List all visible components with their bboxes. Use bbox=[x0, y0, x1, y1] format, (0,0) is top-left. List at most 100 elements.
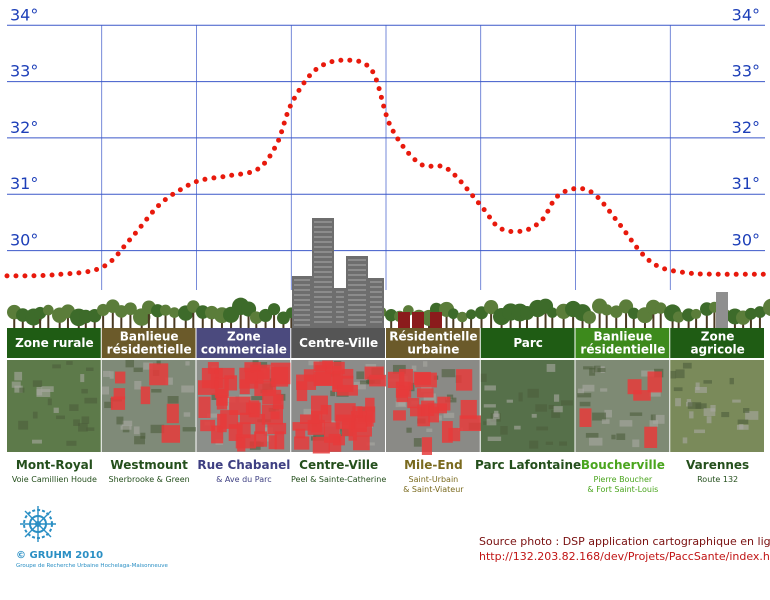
tree-icon bbox=[745, 307, 757, 320]
zone-band-5: Parc bbox=[480, 328, 575, 358]
y-tick-label-right: 33° bbox=[732, 62, 760, 81]
tree-icon bbox=[457, 311, 468, 323]
tree-trunk bbox=[445, 312, 448, 328]
tree-trunk bbox=[562, 314, 565, 328]
source-url: http://132.203.82.168/dev/Projets/PaccSa… bbox=[479, 550, 770, 563]
zone-label: Zone bbox=[227, 330, 261, 344]
location-4: Mile-End Saint-Urbain& Saint-Viateur bbox=[403, 458, 464, 494]
aerial-photo-7 bbox=[670, 360, 764, 452]
zone-label: résidentielle bbox=[580, 343, 665, 357]
tree-trunk bbox=[598, 309, 601, 328]
tree-icon bbox=[160, 304, 172, 316]
tree-trunk bbox=[470, 317, 473, 328]
location-name: Rue Chabanel bbox=[197, 458, 290, 472]
tree-icon bbox=[754, 306, 766, 319]
aerial-photo-6 bbox=[575, 360, 670, 452]
skyline-illustration bbox=[7, 218, 770, 328]
tree-trunk bbox=[671, 315, 674, 328]
aerial-photo-1 bbox=[101, 360, 196, 452]
credit-subtitle: Groupe de Recherche Urbaine Hochelaga-Ma… bbox=[16, 563, 169, 569]
aerial-photos bbox=[7, 360, 764, 455]
location-subtitle: Voie Camillien Houde bbox=[12, 475, 97, 484]
tree-trunk bbox=[518, 315, 521, 328]
zone-label: Centre-Ville bbox=[299, 336, 378, 350]
location-1: Westmount Sherbrooke & Green bbox=[109, 458, 190, 484]
temperature-series-line bbox=[4, 57, 768, 279]
tree-trunk bbox=[615, 314, 618, 328]
aerial-photo-4 bbox=[386, 360, 482, 455]
zone-label: urbaine bbox=[407, 343, 459, 357]
tree-trunk bbox=[184, 316, 187, 328]
house-icon bbox=[398, 312, 410, 328]
location-labels: Mont-Royal Voie Camillien Houde Westmount S… bbox=[12, 458, 749, 494]
y-axis-left: 34° 33° 32° 31° 30° bbox=[10, 5, 38, 249]
location-subtitle: Route 132 bbox=[697, 475, 738, 484]
y-tick-label-right: 34° bbox=[732, 5, 760, 24]
aerial-photo-0 bbox=[7, 360, 101, 452]
tree-trunk bbox=[452, 316, 455, 328]
tree-trunk bbox=[247, 312, 250, 328]
location-name: Boucherville bbox=[581, 458, 665, 472]
tree-trunk bbox=[66, 314, 69, 328]
location-subtitle: Peel & Sainte-Catherine bbox=[291, 475, 386, 484]
tree-trunk bbox=[84, 319, 87, 328]
y-tick-label-right: 31° bbox=[732, 174, 760, 193]
tree-icon bbox=[268, 303, 281, 316]
zone-label: Banlieue bbox=[120, 330, 179, 344]
tree-trunk bbox=[652, 310, 655, 328]
tree-trunk bbox=[695, 317, 698, 328]
tree-icon bbox=[385, 309, 398, 322]
tree-icon bbox=[123, 302, 137, 316]
aerial-photo-5 bbox=[480, 360, 575, 452]
tree-icon bbox=[484, 300, 499, 315]
tree-icon bbox=[547, 307, 558, 319]
location-name: Westmount bbox=[110, 458, 188, 472]
zone-band-0: Zone rurale bbox=[7, 328, 101, 358]
zone-label: résidentielle bbox=[107, 343, 192, 357]
gruhm-logo bbox=[20, 506, 56, 542]
tree-trunk bbox=[632, 316, 635, 328]
tree-trunk bbox=[749, 316, 752, 328]
tree-trunk bbox=[201, 315, 204, 328]
tower-3 bbox=[346, 256, 368, 328]
tree-trunk bbox=[605, 312, 608, 328]
tree-trunk bbox=[581, 315, 584, 328]
location-subtitle: & Ave du Parc bbox=[216, 475, 272, 484]
tree-trunk bbox=[111, 309, 114, 328]
location-subtitle: Sherbrooke & Green bbox=[109, 475, 190, 484]
location-7: Varennes Route 132 bbox=[686, 458, 749, 484]
tree-trunk bbox=[230, 317, 233, 328]
tree-icon bbox=[601, 304, 613, 316]
location-name: Mile-End bbox=[404, 458, 463, 472]
house-icon bbox=[412, 312, 424, 328]
tree-trunk bbox=[525, 316, 528, 328]
zone-bands: Zone rurale BanlieuerésidentielleZonecomm… bbox=[7, 328, 764, 358]
location-6: Boucherville Pierre Boucher& Fort Saint-L… bbox=[581, 458, 665, 494]
zone-label: Résidentielle bbox=[389, 330, 477, 344]
tree-trunk bbox=[93, 318, 96, 328]
y-tick-label-right: 30° bbox=[732, 231, 760, 250]
tree-trunk bbox=[129, 311, 132, 328]
tree-trunk bbox=[239, 309, 242, 328]
location-subtitle: Pierre Boucher bbox=[594, 475, 653, 484]
y-tick-label-left: 30° bbox=[10, 231, 38, 250]
zone-label: commerciale bbox=[201, 343, 287, 357]
zone-label: Banlieue bbox=[593, 330, 652, 344]
tower-2 bbox=[334, 288, 346, 328]
y-axis-right: 34° 33° 32° 31° 30° bbox=[732, 5, 760, 249]
tree-icon bbox=[466, 309, 477, 320]
tree-trunk bbox=[264, 318, 267, 328]
grid bbox=[7, 24, 765, 290]
zone-label: Parc bbox=[513, 336, 543, 350]
tower-0 bbox=[292, 276, 312, 328]
silo-icon bbox=[716, 292, 728, 328]
tree-trunk bbox=[282, 320, 285, 328]
aerial-photo-3 bbox=[291, 360, 387, 454]
tree-trunk bbox=[758, 315, 761, 328]
tree-trunk bbox=[21, 318, 24, 328]
tree-trunk bbox=[390, 318, 393, 328]
tree-trunk bbox=[120, 314, 123, 328]
tree-trunk bbox=[164, 313, 167, 328]
